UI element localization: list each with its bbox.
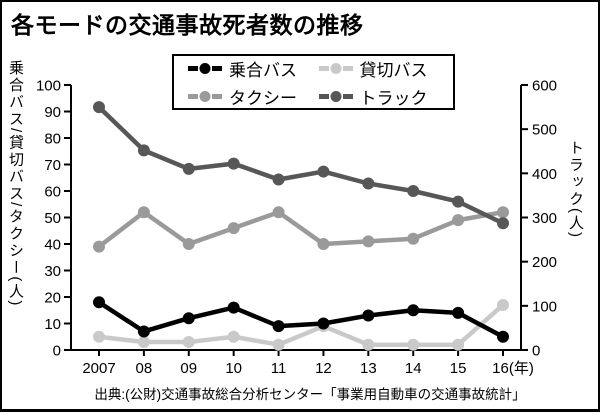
data-point — [182, 336, 195, 349]
series-line-トラック — [97, 105, 504, 226]
left-tick-label: 0 — [53, 343, 61, 360]
data-point — [407, 232, 420, 245]
data-point — [497, 206, 509, 219]
legend-item: 乗合バス — [188, 56, 313, 81]
legend-item: 貸切バス — [318, 56, 444, 81]
legend-item: タクシー — [188, 84, 313, 109]
data-point — [272, 320, 285, 333]
right-tick-label: 400 — [532, 166, 557, 183]
left-tick-label: 30 — [44, 263, 61, 280]
data-point — [272, 206, 285, 219]
legend-label: 乗合バス — [229, 60, 297, 80]
source-note: 出典:(公財)交通事故総合分析センター「事業用自動車の交通事故統計」 — [94, 387, 526, 402]
data-point — [362, 309, 375, 322]
x-tick-label: 12 — [315, 360, 332, 377]
data-point — [497, 298, 509, 311]
left-tick-label: 10 — [44, 316, 61, 333]
x-tick-label: 14 — [405, 360, 422, 377]
data-point — [227, 301, 240, 314]
left-axis-label: 乗合バス/貸切バス/タクシー(人) — [7, 60, 24, 308]
legend-marker-icon — [318, 90, 353, 102]
data-point — [317, 238, 330, 250]
series-line-貸切バス — [98, 303, 505, 347]
left-tick-label: 20 — [44, 290, 61, 307]
left-tick-label: 80 — [44, 131, 61, 148]
data-point — [182, 238, 195, 250]
x-tick-label: 13 — [360, 360, 377, 377]
data-point — [452, 195, 465, 208]
data-point — [137, 206, 150, 219]
data-point — [227, 222, 240, 235]
data-point — [407, 304, 420, 317]
x-tick-label: 16(年) — [492, 360, 534, 377]
data-point — [272, 338, 285, 351]
data-point — [452, 306, 465, 319]
series-line-タクシー — [97, 209, 504, 249]
right-axis-label: トラック(人) — [567, 140, 584, 239]
data-point — [93, 101, 105, 114]
data-point — [407, 185, 420, 197]
data-point — [272, 173, 285, 186]
right-tick-label: 300 — [532, 210, 557, 227]
x-tick-label: 11 — [271, 360, 287, 377]
data-point — [93, 330, 105, 343]
x-tick-label: 15 — [450, 360, 467, 377]
data-point — [137, 336, 150, 349]
right-tick-label: 500 — [532, 122, 557, 139]
data-point — [407, 338, 420, 351]
legend-marker-icon — [188, 90, 222, 102]
left-tick-label: 100 — [36, 78, 61, 95]
data-point — [362, 177, 375, 190]
page-title: 各モードの交通事故死者数の推移 — [11, 12, 364, 38]
data-point — [317, 165, 330, 178]
legend-marker-icon — [318, 62, 353, 74]
left-tick-label: 40 — [44, 237, 61, 254]
data-point — [137, 325, 150, 338]
right-tick-label: 200 — [532, 254, 557, 271]
right-tick-label: 0 — [532, 343, 540, 360]
data-point — [227, 330, 240, 343]
left-tick-label: 60 — [44, 184, 61, 201]
x-tick-label: 2007 — [82, 360, 115, 377]
left-tick-label: 50 — [44, 210, 61, 227]
data-point — [497, 217, 509, 230]
legend-marker-icon — [188, 62, 222, 74]
legend-label: タクシー — [229, 88, 297, 108]
data-point — [182, 162, 195, 175]
series-line-乗合バス — [97, 300, 505, 339]
data-point — [227, 157, 240, 170]
legend: 乗合バス 貸切バスタクシー トラック — [172, 54, 455, 110]
right-tick-label: 100 — [532, 298, 557, 315]
data-point — [362, 235, 375, 248]
right-tick-label: 600 — [532, 78, 557, 95]
legend-item: トラック — [318, 84, 444, 109]
x-tick-label: 09 — [180, 360, 197, 377]
x-tick-label: 08 — [136, 360, 153, 377]
left-tick-label: 90 — [44, 104, 61, 121]
data-point — [452, 214, 465, 227]
data-point — [93, 296, 105, 309]
legend-label: 貸切バス — [359, 60, 428, 80]
data-point — [362, 338, 375, 351]
data-point — [182, 312, 195, 325]
data-point — [497, 330, 509, 343]
data-point — [317, 317, 330, 330]
data-point — [93, 240, 105, 253]
data-point — [452, 338, 465, 351]
x-tick-label: 10 — [225, 360, 242, 377]
left-tick-label: 70 — [44, 157, 61, 174]
legend-label: トラック — [359, 88, 428, 108]
data-point — [137, 144, 150, 157]
